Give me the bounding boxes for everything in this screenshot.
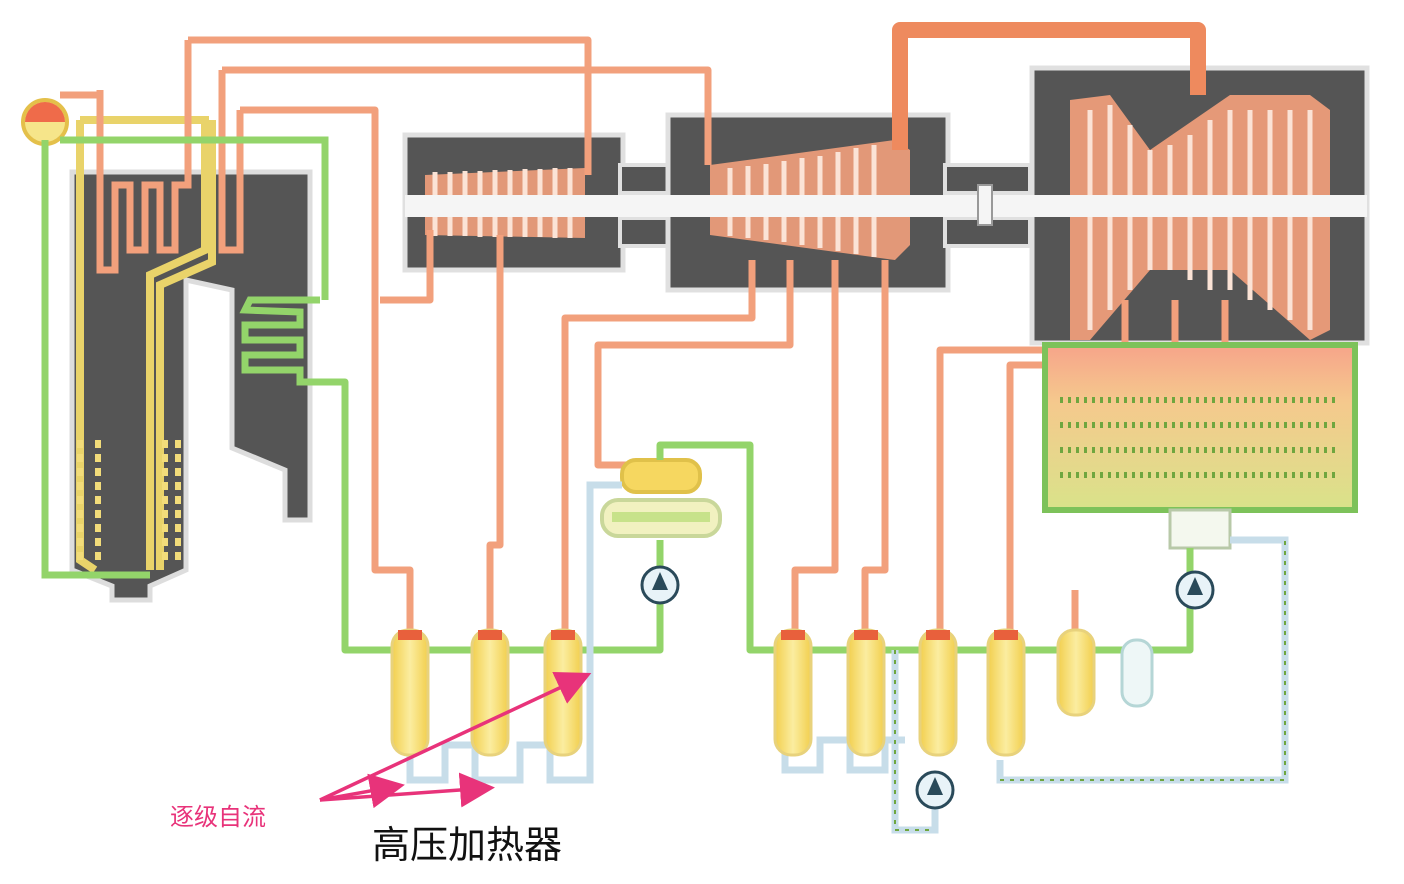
lp-heater-3 bbox=[918, 628, 958, 757]
feed-pump bbox=[640, 565, 680, 605]
boiler bbox=[21, 40, 340, 603]
feedwater-piping bbox=[340, 378, 1194, 654]
superheater-coils bbox=[96, 40, 192, 274]
ejector-cooler bbox=[1120, 638, 1154, 708]
arrow-to-drain-2 bbox=[319, 772, 495, 808]
condensate-pump bbox=[1175, 570, 1215, 610]
lp-heater-1 bbox=[773, 628, 813, 757]
feedwater-heaters bbox=[390, 628, 1154, 757]
arrow-to-drain-3 bbox=[319, 672, 592, 802]
cascade-drain-label: 逐级自流 bbox=[170, 803, 266, 831]
reheater-coils bbox=[218, 70, 244, 254]
hp-heater-2 bbox=[470, 628, 510, 757]
gland-cooler bbox=[1056, 628, 1096, 717]
deaerator-head bbox=[620, 458, 702, 494]
condenser-shell bbox=[1042, 342, 1358, 513]
lp-heater-2 bbox=[846, 628, 886, 757]
boiler-furnace bbox=[69, 169, 313, 603]
hp-heaters-label: 高压加热器 bbox=[372, 823, 562, 867]
steam-piping bbox=[188, 22, 1229, 630]
deaerator bbox=[600, 458, 722, 538]
lp-heater-4 bbox=[986, 628, 1026, 757]
turbine-shaft bbox=[405, 195, 1367, 217]
cascade-drain-arrows bbox=[319, 672, 592, 809]
turbine-train bbox=[402, 65, 1370, 346]
drain-pump bbox=[915, 770, 955, 810]
condenser bbox=[1042, 342, 1358, 550]
hp-heater-1 bbox=[390, 628, 430, 757]
economizer-coils bbox=[239, 296, 340, 386]
pumps bbox=[640, 565, 1215, 810]
